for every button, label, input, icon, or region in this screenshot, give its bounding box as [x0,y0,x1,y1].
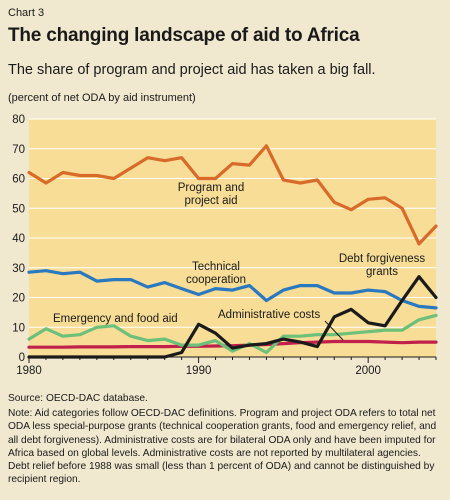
series-line-technical-cooperation [27,269,438,310]
y-tick-label: 10 [12,322,25,334]
y-tick-label: 0 [19,352,25,364]
y-tick-label: 50 [12,203,25,215]
series-line-administrative-costs [27,339,438,349]
chart-subtitle: The share of program and project aid has… [8,62,376,78]
series-line-program-and-project-aid [27,144,438,246]
source-note: Source: OECD-DAC database. [8,393,148,404]
y-tick-label: 40 [12,233,25,245]
series-labels: Program and project aid Technical cooperati… [53,182,426,341]
y-tick-label: 60 [12,174,25,186]
x-tick-label: 1990 [186,365,212,377]
y-tick-label: 20 [12,293,25,305]
x-tick-label: 2000 [355,365,381,377]
definitions-note: Note: Aid categories follow OECD-DAC def… [8,408,437,486]
line-chart: 0 10 20 30 40 50 60 70 80 1980 1990 2000 Program an… [12,114,438,377]
administrative-costs-leader-line [324,320,344,341]
chart-label: Chart 3 [8,7,45,19]
y-tick-label: 30 [12,263,25,275]
chart-title: The changing landscape of aid to Africa [8,25,360,46]
series-label-emergency-and-food-aid: Emergency and food aid [53,313,178,325]
y-axis-unit-label: (percent of net ODA by aid instrument) [8,92,196,104]
x-tick-label: 1980 [16,365,42,377]
series-label-administrative-costs: Administrative costs [218,309,321,321]
series-label-debt-forgiveness-grants: Debt forgiveness grants [339,253,426,278]
series-label-program-and-project-aid: Program and project aid [178,182,244,207]
y-tick-label: 70 [12,144,25,156]
series-line-emergency-and-food-aid [27,313,438,355]
y-tick-label: 80 [12,114,25,126]
footer: Source: OECD-DAC database. Note: Aid cat… [8,392,444,486]
series-label-technical-cooperation: Technical cooperation [186,261,246,286]
axes: 0 10 20 30 40 50 60 70 80 1980 1990 2000 [12,114,437,377]
